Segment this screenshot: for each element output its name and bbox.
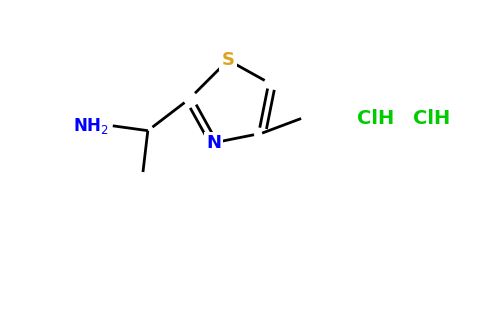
Text: N: N (206, 134, 221, 152)
Text: ClH: ClH (413, 109, 450, 128)
Text: S: S (222, 51, 234, 69)
Text: ClH: ClH (357, 109, 395, 128)
Text: NH$_2$: NH$_2$ (73, 116, 109, 136)
